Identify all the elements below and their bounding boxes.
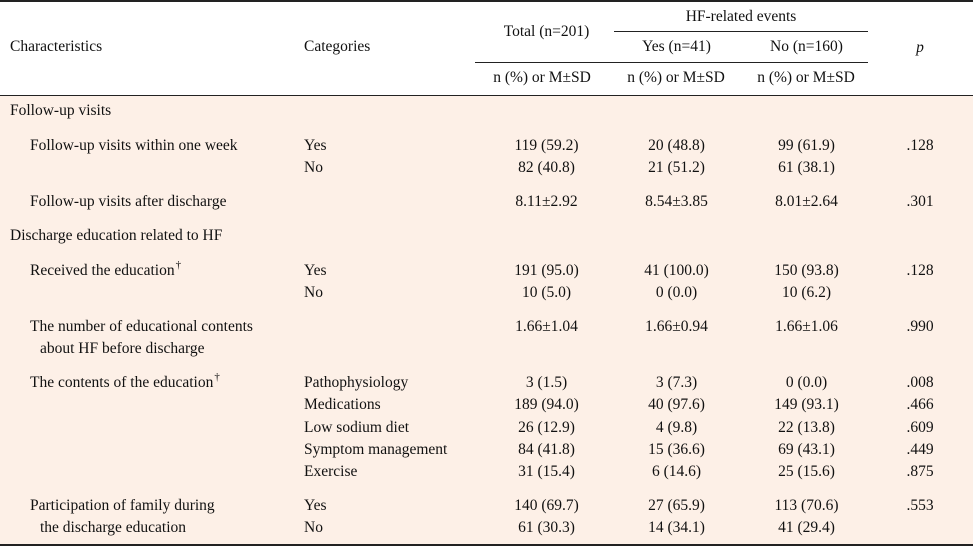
row-label-text: The contents of the education (30, 374, 214, 391)
cell-total: 1.66±1.04 (515, 318, 578, 335)
cell-total: 31 (15.4) (518, 463, 575, 480)
cell-yes: 14 (34.1) (648, 519, 705, 536)
table-top-rule (0, 0, 973, 2)
cell-total: 82 (40.8) (518, 159, 575, 176)
cell-no: 99 (61.9) (778, 137, 835, 154)
category-yes: Yes (304, 137, 327, 154)
cell-yes: 6 (14.6) (651, 463, 702, 480)
cell-no: 22 (13.8) (778, 419, 835, 436)
cell-yes: 3 (7.3) (655, 374, 698, 391)
cell-total: 140 (69.7) (514, 497, 579, 514)
cell-yes: 15 (36.6) (648, 441, 705, 458)
shaded-band-discharge (0, 219, 973, 544)
category: Low sodium diet (304, 419, 410, 436)
dagger-footnote-mark: † (175, 259, 182, 271)
cell-p: .301 (906, 193, 934, 210)
subheader-rule (475, 62, 868, 63)
dagger-footnote-mark: † (214, 371, 220, 383)
cell-no: 25 (15.6) (778, 463, 835, 480)
category-no: No (304, 284, 323, 301)
category: Pathophysiology (304, 374, 409, 391)
cell-no: 61 (38.1) (778, 159, 835, 176)
header-hf-events: HF-related events (685, 8, 797, 25)
row-label: The number of educational contents (30, 318, 253, 335)
cell-no: 1.66±1.06 (775, 318, 838, 335)
category-yes: Yes (304, 497, 327, 514)
category-no: No (304, 519, 323, 536)
cell-yes: 27 (65.9) (648, 497, 705, 514)
header-categories: Categories (304, 38, 371, 55)
section-followup: Follow-up visits (10, 102, 112, 119)
cell-total: 119 (59.2) (514, 137, 579, 154)
cell-p: .128 (906, 262, 934, 279)
header-total: Total (n=201) (503, 23, 590, 40)
cell-total: 61 (30.3) (518, 519, 575, 536)
cell-total: 26 (12.9) (518, 419, 575, 436)
cell-p: .609 (906, 419, 934, 436)
cell-yes: 20 (48.8) (648, 137, 705, 154)
row-label: Follow-up visits after discharge (30, 193, 227, 210)
header-unit-total: n (%) or M±SD (493, 69, 591, 86)
header-yes: Yes (n=41) (642, 38, 711, 55)
header-no: No (n=160) (770, 38, 843, 55)
header-unit-no: n (%) or M±SD (757, 69, 855, 86)
header-characteristics: Characteristics (10, 38, 103, 55)
cell-p: .128 (906, 137, 934, 154)
cell-no: 149 (93.1) (774, 396, 839, 413)
cell-total: 10 (5.0) (521, 284, 572, 301)
category: Symptom management (304, 441, 448, 458)
cell-total: 189 (94.0) (514, 396, 579, 413)
cell-total: 8.11±2.92 (515, 193, 578, 210)
row-label: The contents of the education† (30, 371, 220, 394)
category-yes: Yes (304, 262, 327, 279)
hf-group-rule (614, 31, 868, 32)
cell-p: .466 (906, 396, 934, 413)
cell-total: 84 (41.8) (518, 441, 575, 458)
cell-p: .008 (906, 374, 934, 391)
cell-no: 0 (0.0) (785, 374, 828, 391)
category: Medications (304, 396, 381, 413)
cell-no: 41 (29.4) (778, 519, 835, 536)
section-discharge: Discharge education related to HF (10, 227, 223, 244)
cell-no: 10 (6.2) (781, 284, 832, 301)
row-label: Follow-up visits within one week (30, 137, 238, 154)
cell-total: 191 (95.0) (514, 262, 579, 279)
row-label: Received the education† (30, 259, 182, 282)
category-no: No (304, 159, 323, 176)
row-label: Participation of family during (30, 497, 215, 514)
cell-total: 3 (1.5) (525, 374, 568, 391)
cell-no: 150 (93.8) (774, 262, 839, 279)
cell-yes: 21 (51.2) (648, 159, 705, 176)
shaded-band-followup (0, 95, 973, 219)
header-bottom-rule (0, 95, 973, 96)
cell-no: 113 (70.6) (774, 497, 839, 514)
cell-yes: 8.54±3.85 (645, 193, 708, 210)
row-label-continued: about HF before discharge (40, 340, 205, 357)
cell-no: 69 (43.1) (778, 441, 835, 458)
cell-yes: 0 (0.0) (655, 284, 698, 301)
table-bottom-rule (0, 544, 973, 546)
category: Exercise (304, 463, 358, 480)
row-label-text: Received the education (30, 262, 175, 279)
cell-no: 8.01±2.64 (775, 193, 838, 210)
cell-yes: 1.66±0.94 (645, 318, 708, 335)
row-label-continued: the discharge education (40, 519, 187, 536)
header-unit-yes: n (%) or M±SD (627, 69, 725, 86)
cell-yes: 40 (97.6) (648, 396, 705, 413)
cell-yes: 4 (9.8) (655, 419, 698, 436)
cell-p: .553 (906, 497, 934, 514)
header-p: p (916, 39, 924, 56)
cell-p: .990 (906, 318, 934, 335)
cell-p: .875 (906, 463, 934, 480)
cell-yes: 41 (100.0) (644, 262, 709, 279)
cell-p: .449 (906, 441, 934, 458)
